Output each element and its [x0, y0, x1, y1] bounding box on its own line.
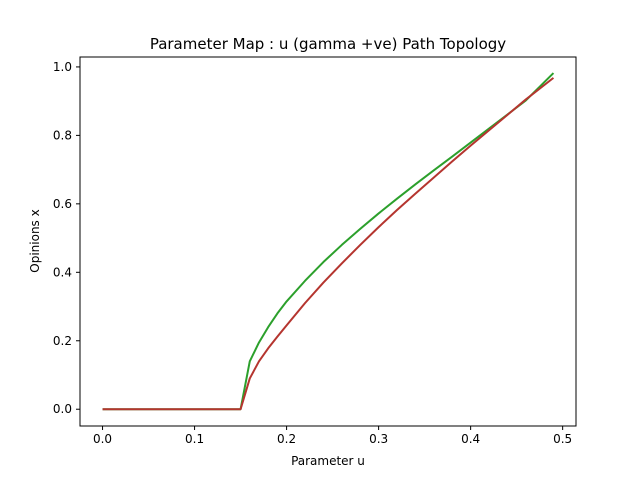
- x-tick-label: 0.4: [461, 432, 480, 446]
- x-tick-label: 0.0: [93, 432, 112, 446]
- x-axis-ticks: 0.0 0.1 0.2 0.3 0.4 0.5: [93, 426, 572, 446]
- y-tick-label: 0.4: [53, 265, 72, 279]
- chart-title: Parameter Map : u (gamma +ve) Path Topol…: [150, 35, 506, 53]
- x-tick-label: 0.1: [185, 432, 204, 446]
- x-tick-label: 0.3: [369, 432, 388, 446]
- x-tick-label: 0.2: [277, 432, 296, 446]
- y-tick-label: 0.2: [53, 334, 72, 348]
- series-line-2: [102, 77, 555, 411]
- y-axis-label: Opinions x: [28, 209, 42, 272]
- y-axis-ticks: 0.0 0.2 0.4 0.6 0.8 1.0: [53, 60, 80, 416]
- y-tick-label: 1.0: [53, 60, 72, 74]
- x-axis-label: Parameter u: [291, 454, 365, 468]
- plot-frame: [79, 56, 577, 427]
- x-tick-label: 0.5: [553, 432, 572, 446]
- series-lines: [102, 72, 555, 411]
- series-line-1: [102, 72, 555, 411]
- y-tick-label: 0.6: [53, 197, 72, 211]
- y-tick-label: 0.0: [53, 402, 72, 416]
- y-tick-label: 0.8: [53, 128, 72, 142]
